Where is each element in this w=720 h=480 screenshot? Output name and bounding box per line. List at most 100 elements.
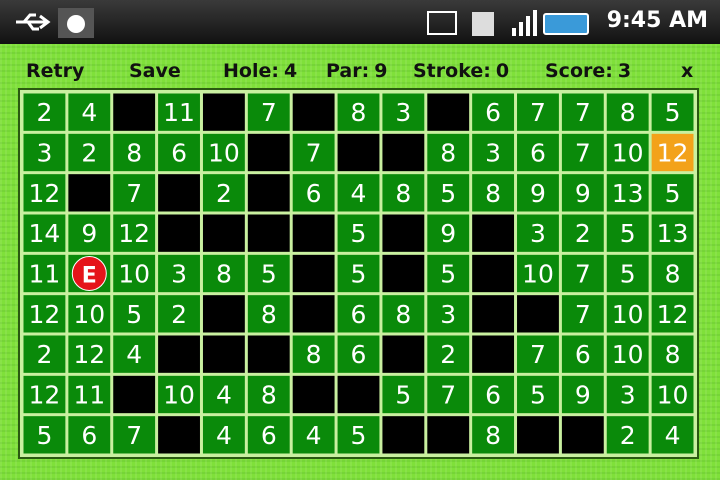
cell[interactable] [247, 254, 290, 293]
cell[interactable] [202, 375, 245, 414]
cell[interactable] [113, 335, 156, 373]
cell[interactable] [382, 375, 425, 414]
retry-button[interactable]: Retry [26, 60, 85, 82]
cell[interactable] [202, 133, 245, 172]
cell[interactable] [113, 133, 156, 172]
cell[interactable] [517, 375, 559, 414]
cell[interactable] [292, 375, 335, 414]
cell[interactable] [23, 214, 66, 252]
cell[interactable] [292, 133, 335, 172]
cell[interactable] [68, 295, 111, 333]
save-button[interactable]: Save [129, 60, 181, 82]
cell[interactable] [23, 174, 66, 212]
cell[interactable] [202, 295, 245, 333]
cell[interactable] [382, 254, 425, 293]
cell[interactable] [651, 375, 694, 414]
cell[interactable] [292, 93, 335, 131]
cell[interactable] [337, 295, 380, 333]
cell[interactable] [292, 174, 335, 212]
cell[interactable] [292, 416, 335, 454]
cell[interactable] [68, 174, 111, 212]
cell[interactable] [23, 335, 66, 373]
cell[interactable] [651, 335, 694, 373]
cell[interactable] [68, 214, 111, 252]
cell[interactable] [337, 214, 380, 252]
cell[interactable] [202, 335, 245, 373]
cell[interactable] [382, 295, 425, 333]
cell[interactable] [472, 214, 515, 252]
cell[interactable] [427, 295, 470, 333]
cell[interactable] [68, 133, 111, 172]
cell[interactable] [158, 335, 200, 373]
cell[interactable] [427, 214, 470, 252]
cell[interactable] [472, 375, 515, 414]
cell[interactable] [382, 335, 425, 373]
cell[interactable] [337, 174, 380, 212]
cell[interactable] [606, 133, 649, 172]
cell[interactable] [68, 93, 111, 131]
cell[interactable] [337, 254, 380, 293]
cell[interactable] [472, 254, 515, 293]
cell[interactable] [606, 93, 649, 131]
cell[interactable] [158, 416, 200, 454]
cell[interactable] [651, 254, 694, 293]
cell[interactable] [158, 174, 200, 212]
cell[interactable] [427, 335, 470, 373]
cell[interactable] [606, 214, 649, 252]
cell[interactable] [561, 133, 604, 172]
cell[interactable] [472, 174, 515, 212]
cell[interactable] [337, 416, 380, 454]
cell[interactable] [651, 416, 694, 454]
cell[interactable] [247, 214, 290, 252]
cell[interactable] [606, 416, 649, 454]
cell[interactable] [606, 295, 649, 333]
cell[interactable] [606, 375, 649, 414]
cell[interactable] [427, 133, 470, 172]
cell[interactable] [651, 295, 694, 333]
cell[interactable] [247, 416, 290, 454]
cell[interactable] [427, 93, 470, 131]
cell[interactable] [23, 375, 66, 414]
cell[interactable] [382, 174, 425, 212]
cell[interactable] [23, 416, 66, 454]
cell[interactable] [247, 375, 290, 414]
cell[interactable] [651, 214, 694, 252]
cell[interactable] [472, 133, 515, 172]
cell[interactable] [517, 416, 559, 454]
cell[interactable] [517, 133, 559, 172]
cell[interactable] [202, 93, 245, 131]
cell[interactable] [517, 93, 559, 131]
cell[interactable] [651, 133, 694, 172]
cell[interactable] [606, 254, 649, 293]
cell[interactable] [517, 174, 559, 212]
cell[interactable] [23, 133, 66, 172]
cell[interactable] [202, 214, 245, 252]
cell[interactable] [427, 254, 470, 293]
cell[interactable] [561, 335, 604, 373]
cell[interactable] [247, 133, 290, 172]
cell[interactable] [113, 254, 156, 293]
cell[interactable] [651, 93, 694, 131]
cell[interactable] [561, 375, 604, 414]
cell[interactable] [292, 254, 335, 293]
cell[interactable] [292, 295, 335, 333]
cell[interactable] [247, 295, 290, 333]
cell[interactable] [158, 133, 200, 172]
cell[interactable] [113, 93, 156, 131]
cell[interactable] [606, 174, 649, 212]
cell[interactable] [561, 214, 604, 252]
cell[interactable] [202, 416, 245, 454]
cell[interactable] [337, 375, 380, 414]
cell[interactable] [23, 93, 66, 131]
cell[interactable] [472, 335, 515, 373]
cell[interactable] [158, 295, 200, 333]
cell[interactable] [247, 93, 290, 131]
cell[interactable] [158, 214, 200, 252]
cell[interactable] [292, 335, 335, 373]
cell[interactable] [561, 174, 604, 212]
cell[interactable] [382, 133, 425, 172]
cell[interactable] [113, 214, 156, 252]
cell[interactable] [113, 174, 156, 212]
cell[interactable] [337, 335, 380, 373]
cell[interactable] [113, 375, 156, 414]
